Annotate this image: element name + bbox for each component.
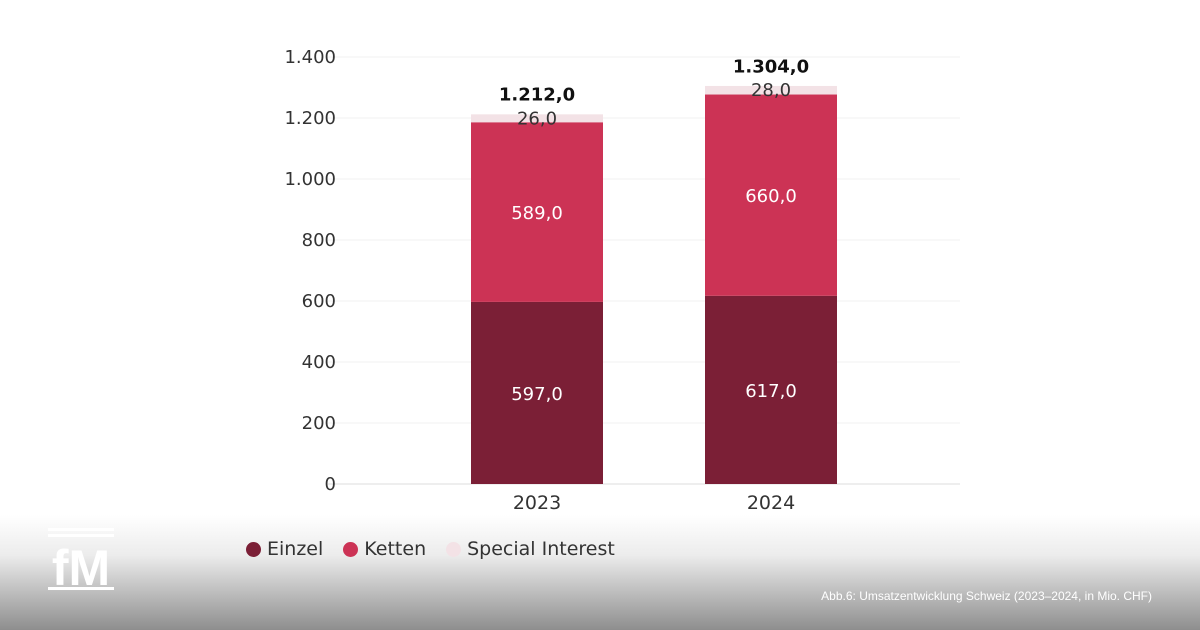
- y-tick-label: 1.000: [284, 169, 336, 190]
- bar-segment-einzel: [705, 295, 837, 484]
- data-label: 589,0: [511, 203, 563, 224]
- bars: 597,0 589,0 26,0 1.212,0 617,0 660,0 28,0 1.304…: [471, 56, 837, 484]
- y-tick-label: 800: [302, 230, 336, 251]
- fm-logo-icon: fM: [48, 528, 114, 592]
- bar-segment-einzel: [471, 301, 603, 484]
- data-label: 617,0: [745, 381, 797, 402]
- x-tick-label: 2023: [513, 492, 561, 514]
- figure-caption: Abb.6: Umsatzentwicklung Schweiz (2023–2…: [821, 589, 1152, 603]
- total-label: 1.212,0: [499, 84, 575, 105]
- y-tick-label: 400: [302, 352, 336, 373]
- legend-swatch-special-interest: [446, 541, 462, 557]
- data-label: 660,0: [745, 186, 797, 207]
- bar-segment-special-interest: [471, 114, 603, 123]
- legend-swatch-einzel: [246, 541, 261, 557]
- y-tick-label: 600: [302, 291, 336, 312]
- legend-item-ketten: Ketten: [343, 538, 426, 560]
- legend-label-einzel: Einzel: [267, 538, 324, 560]
- legend-item-einzel: Einzel: [246, 538, 323, 560]
- bar-segment-ketten: [705, 94, 837, 296]
- total-label: 1.304,0: [733, 56, 809, 77]
- legend-label-ketten: Ketten: [364, 538, 427, 560]
- data-label: 26,0: [517, 108, 557, 129]
- footer-band: [0, 515, 1200, 630]
- bar-segment-special-interest: [705, 85, 837, 95]
- y-tick-label: 1.200: [284, 108, 336, 129]
- y-tick-label: 0: [325, 474, 336, 495]
- y-axis-ticks: 0 200 400 600 800 1.000 1.200 1.400: [284, 47, 336, 495]
- data-label: 597,0: [511, 384, 563, 405]
- logo-text: fM: [52, 540, 110, 592]
- x-axis-ticks: 2023 2024: [513, 492, 795, 514]
- grid-lines: [328, 56, 960, 485]
- y-tick-label: 1.400: [284, 47, 336, 68]
- y-tick-label: 200: [302, 413, 336, 434]
- x-tick-label: 2024: [747, 492, 795, 514]
- legend-swatch-ketten: [343, 541, 359, 557]
- legend-label-special-interest: Special Interest: [467, 538, 615, 560]
- data-label: 28,0: [751, 80, 791, 101]
- legend-item-special-interest: Special Interest: [446, 538, 615, 560]
- legend: Einzel Ketten Special Interest: [246, 538, 635, 560]
- bar-segment-ketten: [471, 122, 603, 302]
